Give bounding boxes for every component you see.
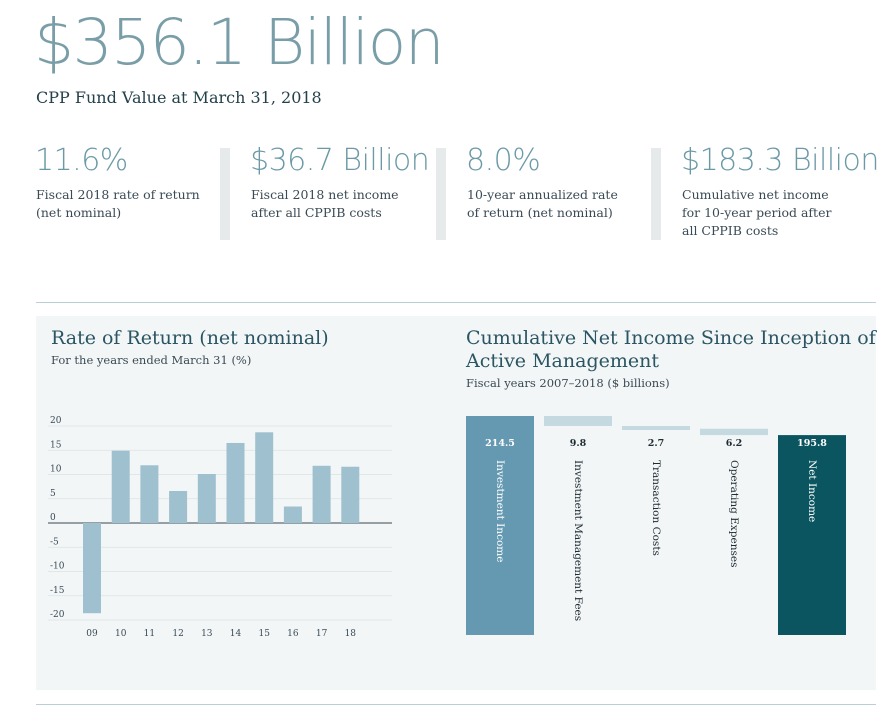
value-label: 195.8 <box>797 438 827 449</box>
stat-value: $183.3 Billion <box>681 143 879 178</box>
stat-divider <box>651 148 661 240</box>
return-bar <box>197 474 216 523</box>
x-tick-label: 12 <box>172 629 183 639</box>
cumulative-income-subtitle: Fiscal years 2007–2018 ($ billions) <box>466 376 670 390</box>
return-bar <box>140 465 159 523</box>
x-tick-label: 18 <box>345 629 357 639</box>
y-tick-label: 5 <box>50 489 56 499</box>
stat-value: $36.7 Billion <box>250 143 430 178</box>
return-bar <box>341 466 360 523</box>
return-bar <box>111 450 130 523</box>
cumulative-income-title-line1: Cumulative Net Income Since Inception of <box>466 327 876 349</box>
x-tick-label: 15 <box>258 629 270 639</box>
y-tick-label: 0 <box>50 513 56 523</box>
bottom-divider <box>36 704 876 705</box>
fund-value-headline: $356.1 Billion <box>34 6 445 79</box>
stat-divider <box>220 148 230 240</box>
category-label: Net Income <box>806 460 818 522</box>
stat-line: Fiscal 2018 net income <box>251 187 399 202</box>
category-label: Investment Income <box>494 460 506 562</box>
stat-value: 11.6% <box>35 143 128 178</box>
stat-description: 10-year annualized rate of return (net n… <box>467 186 637 222</box>
category-label: Transaction Costs <box>650 460 662 556</box>
stat-line: (net nominal) <box>36 205 122 220</box>
value-label: 214.5 <box>485 438 515 449</box>
value-label: 2.7 <box>648 438 665 449</box>
stat-line: all CPPIB costs <box>682 223 779 238</box>
y-tick-label: 15 <box>50 440 62 450</box>
x-tick-label: 09 <box>86 629 98 639</box>
income-bar <box>466 416 534 635</box>
cumulative-income-title-line2: Active Management <box>466 350 659 372</box>
stat-divider <box>436 148 446 240</box>
stat-description: Fiscal 2018 net income after all CPPIB c… <box>251 186 421 222</box>
y-tick-label: -5 <box>50 537 59 547</box>
stat-line: Fiscal 2018 rate of return <box>36 187 200 202</box>
y-tick-label: 20 <box>50 416 62 426</box>
income-bar <box>544 416 612 427</box>
y-tick-label: -10 <box>50 562 65 572</box>
stat-line: Cumulative net income <box>682 187 829 202</box>
return-bar <box>312 465 331 523</box>
x-tick-label: 14 <box>230 629 242 639</box>
income-bar <box>778 435 846 635</box>
stat-description: Cumulative net income for 10-year period… <box>682 186 852 240</box>
x-tick-label: 11 <box>144 629 155 639</box>
income-bar <box>622 426 690 431</box>
section-divider <box>36 302 876 303</box>
value-label: 6.2 <box>726 438 743 449</box>
x-tick-label: 16 <box>287 629 299 639</box>
y-tick-label: -20 <box>50 610 65 620</box>
income-bar <box>700 428 768 436</box>
return-bar <box>255 432 274 523</box>
rate-of-return-subtitle: For the years ended March 31 (%) <box>51 353 252 367</box>
stat-value: 8.0% <box>466 143 541 178</box>
y-tick-label: -15 <box>50 586 65 596</box>
category-label: Operating Expenses <box>728 460 740 568</box>
stat-line: of return (net nominal) <box>467 205 613 220</box>
stat-line: 10-year annualized rate <box>467 187 618 202</box>
fund-value-caption: CPP Fund Value at March 31, 2018 <box>36 88 322 107</box>
rate-of-return-title: Rate of Return (net nominal) <box>51 327 329 349</box>
y-tick-label: 10 <box>50 465 62 475</box>
x-tick-label: 13 <box>201 629 213 639</box>
value-label: 9.8 <box>570 438 587 449</box>
stat-line: for 10-year period after <box>682 205 832 220</box>
return-bar <box>226 442 245 523</box>
category-label: Investment Management Fees <box>572 460 584 621</box>
x-tick-label: 10 <box>115 629 127 639</box>
x-tick-label: 17 <box>316 629 328 639</box>
return-bar <box>169 490 188 523</box>
stat-description: Fiscal 2018 rate of return (net nominal) <box>36 186 206 222</box>
return-bar <box>283 506 302 523</box>
stat-line: after all CPPIB costs <box>251 205 382 220</box>
return-bar <box>83 523 101 614</box>
